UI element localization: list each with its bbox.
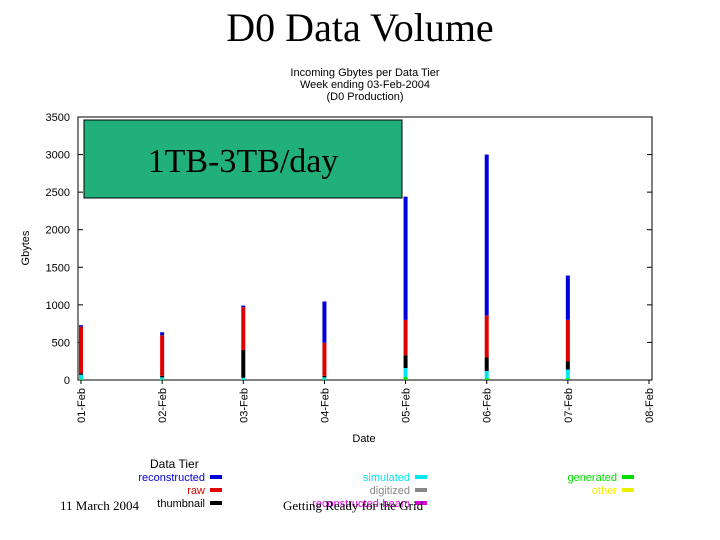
bar-segment-thumbnail	[565, 361, 570, 370]
bar-segment-raw	[565, 319, 570, 362]
x-axis: 01-Feb 02-Feb 03-Feb 04-Feb 05-Feb 06-Feb 07-F…	[76, 380, 656, 423]
legend-swatch	[415, 475, 427, 479]
x-tick-label: 01-Feb	[76, 388, 88, 423]
bar-segment-generated	[160, 379, 165, 381]
y-axis: 0 500 1000 1500 2000 2500 3000 3500	[46, 112, 652, 387]
bar-segment-reconstructed	[79, 325, 83, 327]
legend-label: digitized	[370, 485, 410, 497]
y-tick-label: 1000	[46, 300, 70, 312]
bar-segment-raw	[160, 335, 165, 376]
footer-text: Getting Ready for the Grid	[283, 498, 424, 513]
bar-segment-raw	[79, 326, 83, 374]
bar-segment-generated	[403, 376, 408, 380]
bar-segment-reconstructed	[322, 301, 327, 343]
bar-segment-simulated	[403, 367, 408, 377]
bar-segment-generated	[565, 378, 570, 380]
legend-label: reconstructed	[138, 472, 205, 484]
callout-text: 1TB-3TB/day	[148, 143, 339, 180]
y-axis-label: Gbytes	[20, 230, 32, 265]
x-tick-label: 04-Feb	[319, 388, 331, 423]
bar-segment-simulated	[79, 374, 83, 380]
y-tick-label: 0	[64, 375, 70, 387]
x-tick-label: 07-Feb	[563, 388, 575, 423]
slide-title: D0 Data Volume	[226, 5, 494, 50]
legend-swatch	[622, 488, 634, 492]
bar-segment-generated	[484, 378, 489, 380]
y-tick-label: 500	[52, 337, 70, 349]
footer-date: 11 March 2004	[60, 498, 139, 513]
x-axis-label: Date	[352, 433, 375, 445]
bar-segment-simulated	[565, 369, 570, 379]
plot-border	[77, 116, 653, 381]
y-tick-label: 1500	[46, 262, 70, 274]
bar-segment-simulated	[241, 377, 246, 380]
bar-segment-generated	[322, 379, 327, 381]
bar-segment-raw	[241, 307, 246, 350]
legend-swatch	[210, 475, 222, 479]
bar-segment-reconstructed	[403, 196, 408, 320]
bar-segment-simulated	[322, 377, 327, 380]
bar-segment-thumbnail	[403, 355, 408, 368]
legend-label: simulated	[363, 472, 410, 484]
y-tick-label: 2000	[46, 225, 70, 237]
bar-segment-raw	[484, 315, 489, 358]
x-tick-label: 06-Feb	[482, 388, 494, 423]
x-tick-label: 02-Feb	[157, 388, 169, 423]
bar-segment-reconstructed	[241, 305, 246, 308]
bar-segment-thumbnail	[322, 375, 327, 378]
bar-segment-thumbnail	[484, 357, 489, 371]
x-tick-label: 03-Feb	[238, 388, 250, 423]
x-tick-label: 08-Feb	[644, 388, 656, 423]
bar-segment-raw	[322, 342, 327, 376]
throughput-callout: 1TB-3TB/day	[83, 119, 403, 199]
legend-label: reconstructed-beam	[312, 498, 410, 510]
y-tick-label: 3500	[46, 112, 70, 124]
legend-swatch	[210, 501, 222, 505]
bar-stacks	[79, 154, 570, 381]
bar-segment-thumbnail	[241, 349, 246, 378]
bar-segment-generated	[79, 379, 83, 380]
legend-label: generated	[567, 472, 617, 484]
callout-box	[83, 119, 403, 199]
chart-title-line: Week ending 03-Feb-2004	[300, 79, 430, 91]
chart-title-line: (D0 Production)	[326, 91, 403, 103]
legend-swatch	[415, 501, 427, 505]
legend-swatch	[622, 475, 634, 479]
bar-segment-reconstructed	[484, 154, 489, 316]
y-tick-label: 2500	[46, 187, 70, 199]
legend-label: thumbnail	[157, 498, 205, 510]
legend-title: Data Tier	[150, 457, 199, 471]
bar-segment-simulated	[484, 370, 489, 379]
bar-segment-reconstructed	[565, 275, 570, 320]
bar-segment-thumbnail	[160, 375, 165, 378]
chart-title-line: Incoming Gbytes per Data Tier	[290, 67, 440, 79]
x-tick-label: 05-Feb	[401, 388, 413, 423]
legend-swatch	[210, 488, 222, 492]
bar-segment-reconstructed	[160, 332, 165, 336]
bar-segment-simulated	[160, 377, 165, 380]
plot-area	[77, 116, 653, 381]
legend-swatch	[415, 488, 427, 492]
legend-label: raw	[187, 485, 205, 497]
y-tick-label: 3000	[46, 150, 70, 162]
legend-label: other	[592, 485, 617, 497]
bar-segment-thumbnail	[79, 373, 83, 375]
bar-segment-raw	[403, 319, 408, 356]
